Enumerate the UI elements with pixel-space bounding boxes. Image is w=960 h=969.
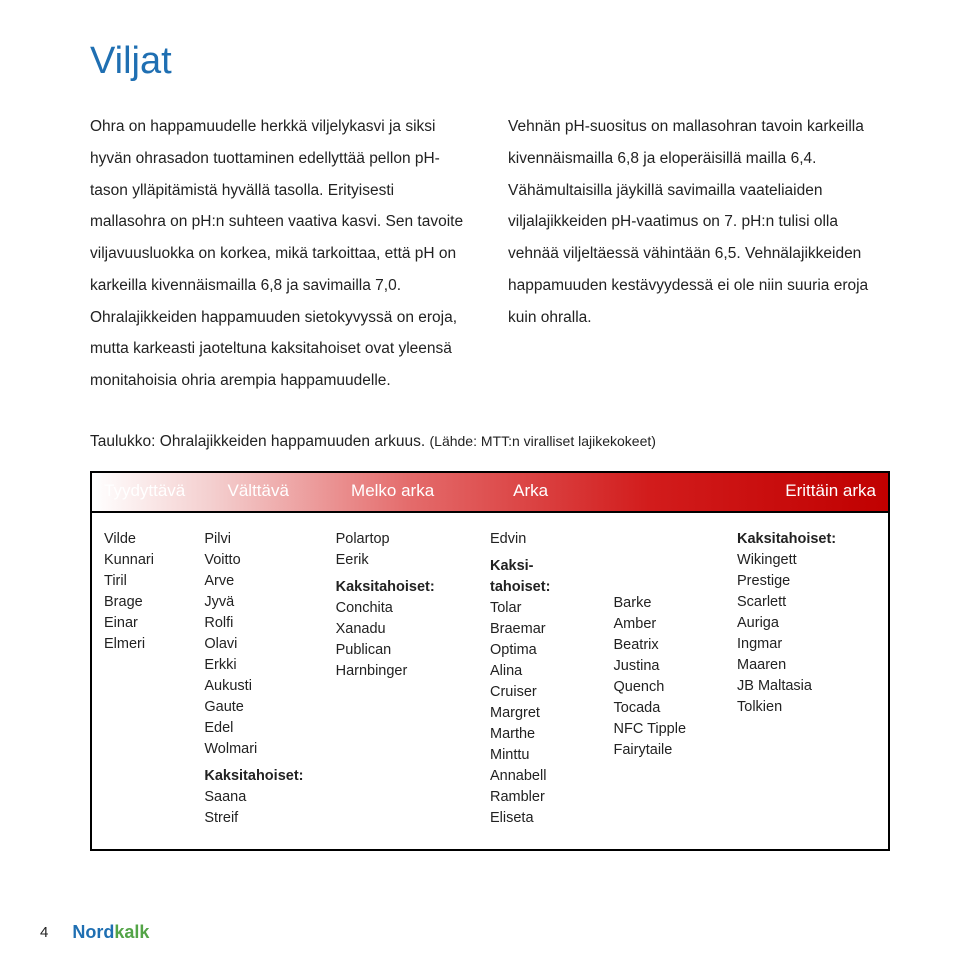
table-cell: Scarlett (737, 592, 868, 613)
table-cell: Pilvi (204, 529, 327, 550)
table-cell: Elmeri (104, 634, 196, 655)
header-label: Melko arka (351, 481, 513, 501)
table-cell: Cruiser (490, 682, 606, 703)
table-cell: Optima (490, 640, 606, 661)
table-header-gradient: Tyydyttävä Välttävä Melko arka Arka Erit… (92, 473, 888, 511)
section-label: Kaksitahoiset: (737, 529, 868, 550)
page: Viljat Ohra on happamuudelle herkkä vilj… (0, 0, 960, 969)
table-cell: Tocada (614, 698, 730, 719)
caption-text: Taulukko: Ohralajikkeiden happamuuden ar… (90, 433, 430, 450)
table-cell: Justina (614, 656, 730, 677)
table-body: VildeKunnariTirilBrageEinarElmeri PilviV… (92, 511, 888, 849)
table-cell: Saana (204, 787, 327, 808)
paragraph-left: Ohra on happamuudelle herkkä viljelykasv… (90, 111, 472, 397)
table-cell: Tolkien (737, 697, 868, 718)
table-cell: Ingmar (737, 634, 868, 655)
table-cell: Xanadu (336, 619, 482, 640)
header-label: Erittäin arka (745, 481, 876, 501)
table-cell: Marthe (490, 724, 606, 745)
table-col-4: EdvinKaksi- tahoiset:TolarBraemarOptimaA… (490, 529, 614, 829)
table-cell: Beatrix (614, 635, 730, 656)
table-cell: Olavi (204, 634, 327, 655)
table-cell: Wikingett (737, 550, 868, 571)
table-cell: Aukusti (204, 676, 327, 697)
table-cell: Eliseta (490, 808, 606, 829)
table-cell: Annabell (490, 766, 606, 787)
header-label: Tyydyttävä (104, 481, 228, 501)
table-col-3: PolartopEerik Kaksitahoiset:ConchitaXanad… (336, 529, 490, 829)
caption-source: (Lähde: MTT:n viralliset lajikekokeet) (430, 433, 656, 449)
table-cell: Quench (614, 677, 730, 698)
table-cell: Rolfi (204, 613, 327, 634)
table-cell: Auriga (737, 613, 868, 634)
table-cell: Fairytaile (614, 740, 730, 761)
table-col-1: VildeKunnariTirilBrageEinarElmeri (104, 529, 204, 829)
table-cell: Harnbinger (336, 661, 482, 682)
table-cell: Publican (336, 640, 482, 661)
table-cell: Gaute (204, 697, 327, 718)
table-cell: Polartop (336, 529, 482, 550)
table-cell: Brage (104, 592, 196, 613)
table-cell: Alina (490, 661, 606, 682)
table-cell: Jyvä (204, 592, 327, 613)
page-footer: 4 Nordkalk (40, 922, 149, 943)
table-cell: Wolmari (204, 739, 327, 760)
table-caption: Taulukko: Ohralajikkeiden happamuuden ar… (90, 433, 890, 451)
table-col-5: BarkeAmberBeatrixJustinaQuenchTocadaNFC … (614, 529, 738, 829)
table-cell: Kunnari (104, 550, 196, 571)
table-cell: Minttu (490, 745, 606, 766)
table-cell: Prestige (737, 571, 868, 592)
page-title: Viljat (90, 40, 890, 83)
table-cell: Amber (614, 614, 730, 635)
table-cell: Streif (204, 808, 327, 829)
table-cell: Tolar (490, 598, 606, 619)
table-col-6: Kaksitahoiset:WikingettPrestigeScarlettA… (737, 529, 876, 829)
table-col-2: PilviVoittoArveJyväRolfiOlaviErkkiAukust… (204, 529, 335, 829)
section-label: Kaksitahoiset: (336, 577, 482, 598)
table-cell: Vilde (104, 529, 196, 550)
page-number: 4 (40, 924, 48, 941)
section-label: Kaksitahoiset: (204, 766, 327, 787)
header-label: Arka (513, 481, 745, 501)
table-cell: Edvin (490, 529, 606, 550)
table-cell: Tiril (104, 571, 196, 592)
table-cell: Voitto (204, 550, 327, 571)
table-cell: NFC Tipple (614, 719, 730, 740)
table-cell: Margret (490, 703, 606, 724)
sensitivity-table: Tyydyttävä Välttävä Melko arka Arka Erit… (90, 471, 890, 851)
body-columns: Ohra on happamuudelle herkkä viljelykasv… (90, 111, 890, 397)
table-cell: Erkki (204, 655, 327, 676)
table-cell: Braemar (490, 619, 606, 640)
brand-logo: Nordkalk (72, 922, 149, 943)
table-cell: Eerik (336, 550, 482, 571)
table-cell: Rambler (490, 787, 606, 808)
table-cell: Arve (204, 571, 327, 592)
table-cell: Maaren (737, 655, 868, 676)
table-cell: Barke (614, 593, 730, 614)
table-cell: JB Maltasia (737, 676, 868, 697)
paragraph-right: Vehnän pH-suositus on mallasohran tavoin… (508, 111, 890, 397)
header-label: Välttävä (228, 481, 352, 501)
table-cell: Conchita (336, 598, 482, 619)
table-cell: Edel (204, 718, 327, 739)
table-cell: Einar (104, 613, 196, 634)
section-label: Kaksi- tahoiset: (490, 556, 606, 598)
